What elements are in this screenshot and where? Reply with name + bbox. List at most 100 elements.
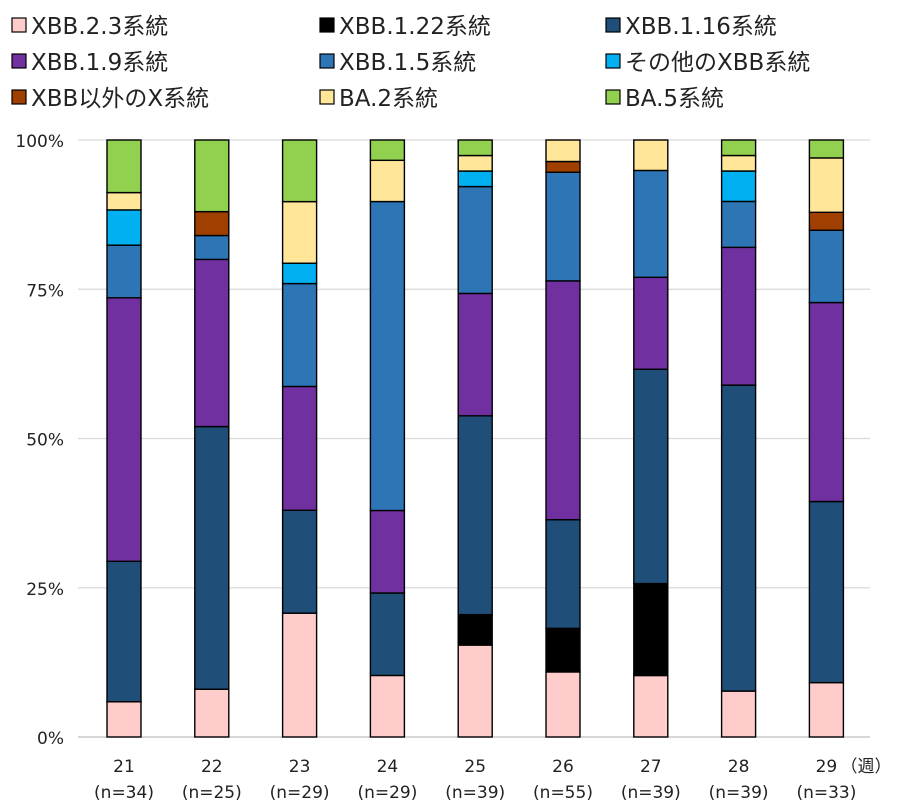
bar-segment [633, 674, 669, 738]
bar-segment [106, 701, 142, 738]
bar-segment [720, 246, 757, 386]
bar-segment [457, 292, 493, 417]
bar-segment [808, 157, 845, 214]
bar-segment [281, 282, 318, 388]
bar-segment [457, 170, 493, 188]
x-tick-label: 27 [640, 757, 662, 777]
bar-segment [194, 425, 230, 690]
bar-segment [281, 200, 318, 264]
legend-swatch [605, 89, 621, 105]
legend-label: その他のXBB系統 [625, 50, 810, 76]
x-tick-label: 25 [464, 757, 486, 777]
legend-swatch [319, 89, 335, 105]
bar-segment [369, 139, 406, 162]
x-tick-sublabel: (n=29) [357, 783, 417, 803]
x-tick-label: 26 [552, 757, 574, 777]
bar-segment [106, 560, 142, 703]
bar-segment [106, 139, 142, 194]
legend-label: BA.5系統 [625, 86, 724, 112]
bar-segment [808, 500, 845, 684]
x-tick-sublabel: (n=39) [709, 783, 769, 803]
x-axis-unit-label: （週） [841, 757, 892, 777]
bar-segment [194, 139, 230, 213]
legend-label: BA.2系統 [339, 86, 438, 112]
x-tick-sublabel: (n=39) [621, 783, 681, 803]
bar-segment [281, 385, 318, 511]
bar-segment [194, 234, 230, 261]
legend-swatch [11, 53, 27, 69]
bar-segment [720, 154, 757, 172]
legend-label: XBB.1.22系統 [339, 14, 491, 40]
bar-segment [369, 592, 406, 677]
bar-segment [106, 297, 142, 563]
x-tick-label: 23 [289, 757, 311, 777]
bar-segment [457, 185, 493, 295]
legend-label: XBB.1.9系統 [31, 50, 168, 76]
bar-segment [545, 627, 581, 673]
x-tick-label: 21 [113, 757, 135, 777]
bar-segment [281, 612, 318, 738]
x-tick-sublabel: (n=33) [796, 783, 856, 803]
bar-segment [457, 139, 493, 157]
bar-segment [369, 509, 406, 594]
legend-swatch [605, 17, 621, 33]
bar-segment [457, 644, 493, 738]
y-tick-label: 100% [15, 132, 64, 152]
x-tick-label: 22 [201, 757, 223, 777]
bar-segment [633, 582, 669, 677]
bar-segment [808, 681, 845, 738]
legend-swatch [319, 53, 335, 69]
bar-segment [457, 613, 493, 646]
y-tick-label: 50% [26, 431, 64, 451]
legend-swatch [11, 89, 27, 105]
x-tick-label: 24 [377, 757, 399, 777]
legend-swatch [319, 17, 335, 33]
bar-segment [808, 229, 845, 304]
bar-segment [457, 415, 493, 616]
bar-segment [720, 690, 757, 738]
bar-segment [720, 200, 757, 249]
legend-label: XBB.2.3系統 [31, 14, 168, 40]
legend-swatch [11, 17, 27, 33]
bar-segment [106, 191, 142, 211]
bar-segment [369, 159, 406, 203]
bar-segment [457, 154, 493, 172]
bar-segment [281, 262, 318, 285]
bar-segment [545, 671, 581, 738]
bar-segment [545, 139, 581, 163]
legend-label: XBB.1.5系統 [339, 50, 476, 76]
legend-label: XBB.1.16系統 [625, 14, 777, 40]
bar-segment [369, 200, 406, 512]
bar-segment [281, 509, 318, 614]
bar-segment [720, 384, 757, 692]
x-tick-label: 29 [816, 757, 838, 777]
legend-label: XBB以外のX系統 [31, 86, 209, 112]
bar-segment [281, 139, 318, 203]
legend-swatch [605, 53, 621, 69]
bar-segment [194, 688, 230, 738]
bar-segment [633, 169, 669, 279]
bar-segment [633, 139, 669, 172]
bar-segment [545, 518, 581, 630]
y-tick-label: 0% [37, 729, 64, 749]
bar-segment [369, 674, 406, 738]
bar-segment [545, 171, 581, 282]
y-tick-label: 25% [26, 580, 64, 600]
y-tick-label: 75% [26, 281, 64, 301]
bar-segment [194, 258, 230, 428]
x-tick-label: 28 [728, 757, 750, 777]
x-tick-sublabel: (n=34) [94, 783, 154, 803]
x-tick-sublabel: (n=39) [445, 783, 505, 803]
bar-segment [106, 244, 142, 299]
bar-segment [808, 139, 845, 159]
bar-segment [633, 368, 669, 585]
bar-segment [545, 280, 581, 521]
bar-segment [808, 211, 845, 231]
bar-segment [545, 160, 581, 173]
x-tick-sublabel: (n=25) [182, 783, 242, 803]
bar-segment [633, 276, 669, 370]
x-tick-sublabel: (n=29) [270, 783, 330, 803]
bar-segment [808, 301, 845, 503]
